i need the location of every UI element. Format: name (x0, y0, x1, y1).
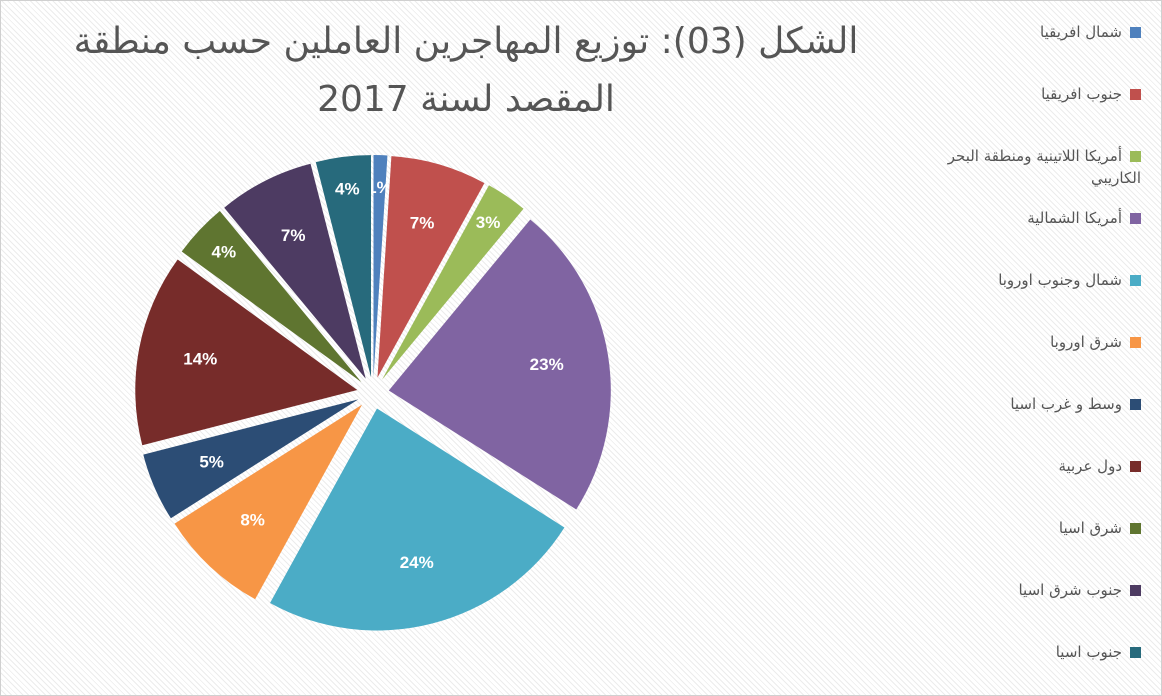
legend-swatch (1130, 337, 1141, 348)
legend-swatch (1130, 89, 1141, 100)
data-label: 24% (400, 553, 434, 572)
legend-entry: شرق اسيا (941, 517, 1141, 539)
pie-slice (181, 210, 362, 383)
legend-label: شمال وجنوب اوروبا (998, 271, 1122, 289)
pie-slice (174, 404, 363, 600)
pie-slice (388, 219, 611, 510)
data-label: 4% (335, 179, 360, 198)
data-label: 1% (367, 178, 392, 197)
data-label: 23% (530, 355, 564, 374)
legend-entry: شمال افريقيا (941, 21, 1141, 43)
legend-swatch (1130, 213, 1141, 224)
pie-slice (135, 259, 358, 446)
legend-entry: أمريكا اللاتينية ومنطقة البحر الكاريبي (941, 145, 1141, 189)
legend-swatch (1130, 523, 1141, 534)
data-label: 8% (240, 511, 265, 530)
legend-entry: دول عربية (941, 455, 1141, 477)
legend-label: أمريكا الشمالية (1027, 209, 1122, 227)
data-label: 4% (211, 242, 236, 261)
legend-swatch (1130, 647, 1141, 658)
legend-swatch (1130, 275, 1141, 286)
data-label: 14% (183, 350, 217, 369)
legend-entry: شمال وجنوب اوروبا (941, 269, 1141, 291)
pie-slice (377, 156, 485, 378)
legend-swatch (1130, 399, 1141, 410)
legend-entry: وسط و غرب اسيا (941, 393, 1141, 415)
legend-entry: أمريكا الشمالية (941, 207, 1141, 229)
legend-label: شرق اسيا (1058, 519, 1122, 537)
data-label: 7% (281, 226, 306, 245)
pie-slice (143, 399, 359, 519)
pie-slice (224, 163, 366, 379)
legend-label: شمال افريقيا (1040, 23, 1122, 41)
data-label: 3% (476, 213, 501, 232)
legend-swatch (1130, 585, 1141, 596)
legend-entry: شرق اوروبا (941, 331, 1141, 353)
legend-label: جنوب افريقيا (1041, 85, 1122, 103)
pie-slice (373, 155, 388, 378)
legend-label: دول عربية (1058, 457, 1122, 475)
pie-slice (381, 185, 524, 380)
legend-entry: جنوب افريقيا (941, 83, 1141, 105)
legend-label: وسط و غرب اسيا (1010, 395, 1122, 413)
legend-entry: جنوب اسيا (941, 641, 1141, 663)
legend-swatch (1130, 27, 1141, 38)
legend-label: أمريكا اللاتينية ومنطقة البحر الكاريبي (947, 147, 1141, 187)
legend-entry: جنوب شرق اسيا (941, 579, 1141, 601)
legend-swatch (1130, 461, 1141, 472)
legend-label: جنوب شرق اسيا (1018, 581, 1122, 599)
legend-label: جنوب اسيا (1055, 643, 1122, 661)
legend-label: شرق اوروبا (1050, 333, 1122, 351)
legend-swatch (1130, 151, 1141, 162)
pie-slice (315, 155, 371, 378)
data-label: 5% (199, 452, 224, 471)
pie-slice (270, 408, 565, 631)
data-label: 7% (410, 214, 435, 233)
chart-title: الشكل (03): توزيع المهاجرين العاملين حسب… (73, 21, 859, 120)
